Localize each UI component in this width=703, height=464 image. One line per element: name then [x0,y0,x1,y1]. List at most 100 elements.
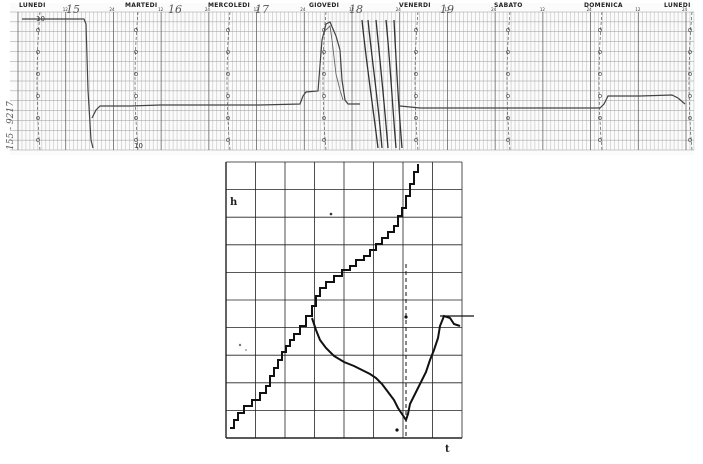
side-note: 155 - 9217 [6,101,16,150]
day-label-monday: LUNEDI [19,2,46,9]
hour-label-12: 12 [635,7,641,12]
scale-arc [506,11,511,151]
scale-arc [598,11,603,151]
pen-trace-right [399,94,686,109]
scale-arc [688,11,693,151]
scale-dot [226,72,230,76]
handwritten-note-tuesday: 16 [168,3,182,16]
scale-dot [506,116,510,120]
handwritten-note-friday: 19 [440,3,454,16]
scale-dot [414,138,418,142]
scale-dot [414,94,418,98]
day-label-tuesday: MARTEDI [125,2,157,9]
scale-dot [414,116,418,120]
scale-dot [688,50,692,54]
scale-dot [688,28,692,32]
stair-grid [225,161,463,439]
scale-dot [36,94,40,98]
day-label-sunday: DOMENICA [584,2,623,9]
scale-arc [414,11,419,151]
scale-dot [134,138,138,142]
day-label-thursday: GIOVEDI [309,2,339,9]
hour-label-24: 24 [682,7,688,12]
speck [238,343,242,347]
scale-dot [322,72,326,76]
handwritten-note-wednesday: 17 [255,3,269,16]
scale-dot [414,50,418,54]
strip-grid [10,11,695,151]
speck [329,212,333,216]
scale-dot [688,116,692,120]
scale-dot [226,116,230,120]
hour-label-24: 24 [587,7,593,12]
scale-dot [36,116,40,120]
scale-dot [322,94,326,98]
scale-dot [322,116,326,120]
scale-dot [36,28,40,32]
scale-dot [688,72,692,76]
hour-label-12: 12 [349,7,355,12]
pen-trace [22,18,360,149]
hour-label-12: 12 [540,7,546,12]
staircase-diagram [225,161,474,439]
scale-dot [598,50,602,54]
scale-dot [134,72,138,76]
hour-label-12: 12 [63,7,69,12]
scale-dot [36,50,40,54]
hour-label-24: 24 [205,7,211,12]
scale-dot [322,50,326,54]
falling-rising-trace [311,314,461,423]
scale-label: 10 [134,142,143,150]
handwritten-note-monday: 15 [66,3,80,16]
scale-dot [322,138,326,142]
scale-dot [506,50,510,54]
marker-dot [395,428,399,432]
day-label-monday-end: LUNEDI [664,2,691,9]
scale-dot [598,138,602,142]
hour-label-12: 12 [158,7,164,12]
scale-dot [36,138,40,142]
hour-label-24: 24 [396,7,402,12]
scale-arc [134,11,139,151]
scale-dot [688,94,692,98]
handwritten-note-thursday: 18 [349,3,363,16]
recorder-strip-chart: 122412241224122412241224122412241010 155… [6,2,695,155]
strip-labels: 122412241224122412241224122412241010 [36,7,688,150]
scale-dot [414,28,418,32]
scale-dot [506,72,510,76]
hour-label-24: 24 [109,7,115,12]
scale-dot [226,50,230,54]
scale-dot [226,138,230,142]
scale-dot [598,28,602,32]
y-axis-label: h [230,197,238,208]
scale-dot [134,28,138,32]
hour-label-24: 24 [300,7,306,12]
speck [245,349,247,351]
pen-trace-bundle [361,19,403,149]
pen-trace-upper [325,25,344,101]
scale-arc [36,11,41,151]
hour-label-24: 24 [491,7,497,12]
scale-dot [36,72,40,76]
scale-dot [226,94,230,98]
hour-label-12: 12 [254,7,260,12]
x-axis-label: t [445,444,450,455]
scale-dot [598,72,602,76]
hour-label-12: 12 [444,7,450,12]
scale-dot [506,94,510,98]
scale-dot [598,116,602,120]
scale-arc [226,11,231,151]
scale-dot [134,50,138,54]
scale-dot [688,138,692,142]
scale-dot [598,94,602,98]
rising-staircase-trace [230,164,419,429]
scale-dot [414,72,418,76]
scale-dot [506,28,510,32]
day-label-wednesday: MERCOLEDI [208,2,250,9]
scale-dot [506,138,510,142]
scale-dot [226,28,230,32]
scale-dot [134,94,138,98]
day-label-friday: VENERDI [399,2,431,9]
